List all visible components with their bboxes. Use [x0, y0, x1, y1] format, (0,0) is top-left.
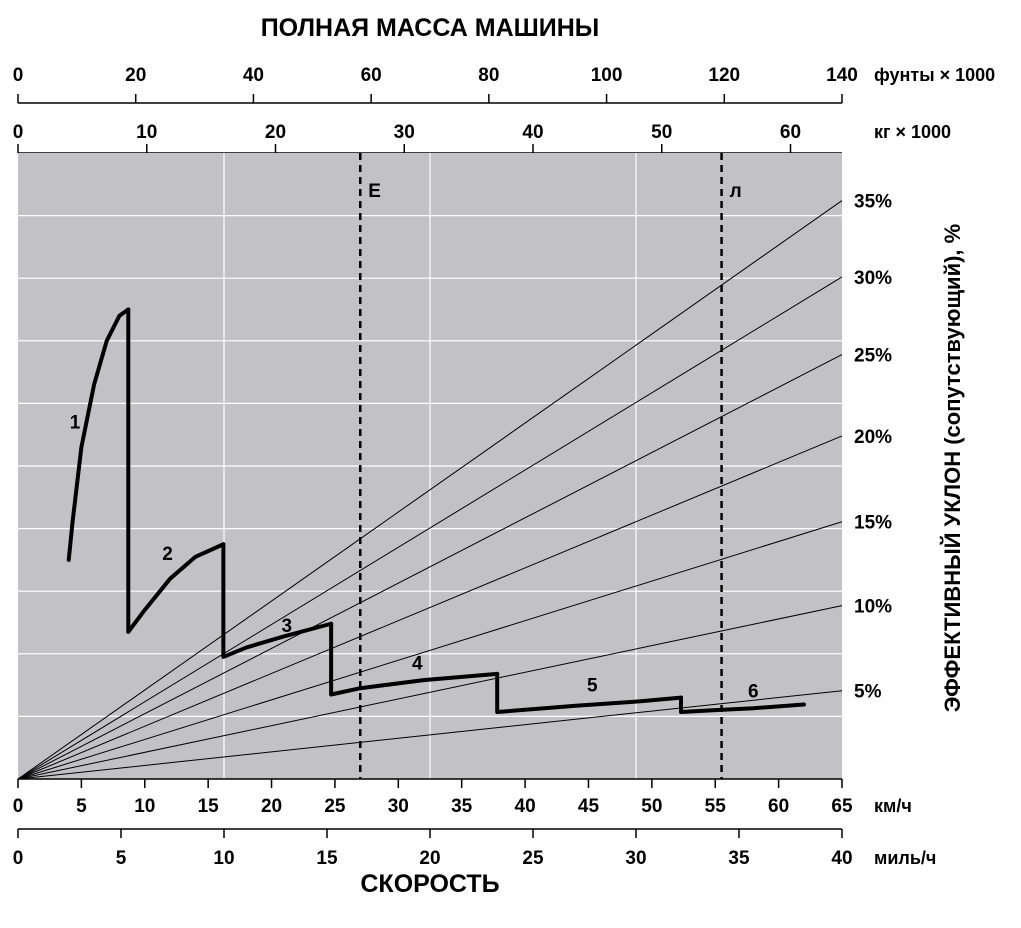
mph-axis-unit-label: миль/ч	[874, 848, 936, 868]
chart-title-bottom: СКОРОСТЬ	[360, 870, 499, 898]
grade-line-10%	[17, 605, 843, 780]
kmh-axis-tick-label: 45	[578, 796, 600, 817]
grade-line-25%	[17, 354, 843, 780]
gear-curve-label: 1	[70, 412, 81, 433]
kmh-axis-tick-label: 20	[261, 796, 282, 817]
grade-label-25%: 25%	[854, 346, 892, 367]
grade-line-5%	[17, 690, 843, 780]
grade-label-15%: 15%	[854, 513, 892, 534]
gear-curve-5	[495, 671, 684, 715]
kmh-axis-tick-label: 65	[831, 796, 853, 817]
pounds-axis-tick-label: 100	[591, 65, 623, 86]
kg-axis-unit-label: кг × 1000	[874, 122, 951, 142]
mph-axis-tick-label: 10	[213, 848, 234, 869]
grade-line-20%	[17, 435, 843, 780]
gear-curve-label: 6	[748, 682, 759, 703]
mph-axis-tick-label: 15	[316, 848, 338, 869]
pounds-axis: 0 20 40 60 80 100 120 140 фунты × 1000	[13, 65, 995, 104]
kmh-axis-tick-label: 55	[705, 796, 727, 817]
grade-label-30%: 30%	[854, 268, 892, 289]
grade-label-5%: 5%	[854, 682, 882, 703]
pounds-axis-tick-label: 120	[708, 65, 740, 86]
y-axis-label: ЭФФЕКТИВНЫЙ УКЛОН (сопутствующий), %	[940, 224, 965, 712]
chart-title-top: ПОЛНАЯ МАССА МАШИНЫ	[261, 14, 600, 42]
pounds-axis-tick-label: 140	[826, 65, 858, 86]
gear-curves: 1 2 3 4 5 6	[66, 307, 806, 715]
gear-curve-6	[679, 695, 806, 715]
grade-label-35%: 35%	[854, 192, 892, 213]
kg-axis-tick-label: 50	[651, 122, 672, 143]
gear-curve-label: 4	[412, 653, 423, 674]
mph-axis-tick-label: 20	[419, 848, 440, 869]
pounds-axis-tick-label: 20	[125, 65, 146, 86]
grade-label-10%: 10%	[854, 597, 892, 618]
mph-axis-tick-label: 30	[625, 848, 646, 869]
kmh-axis: 0 5 10 15 20 25 30 35 40 45 50 55 60 65 км/ч	[13, 778, 912, 817]
gear-curve-label: 2	[162, 544, 173, 565]
kmh-axis-tick-label: 60	[768, 796, 789, 817]
kmh-axis-unit-label: км/ч	[874, 796, 912, 816]
grade-label-20%: 20%	[854, 427, 892, 448]
mph-axis: 0 5 10 15 20 25 30 35 40 миль/ч	[13, 828, 936, 869]
gear-curve-label: 5	[587, 675, 598, 696]
grade-line-30%	[17, 276, 843, 780]
gear-curve-4	[329, 621, 500, 697]
pounds-axis-tick-label: 0	[13, 65, 24, 86]
gear-curve-label: 3	[281, 616, 292, 637]
kg-axis-tick-label: 10	[136, 122, 157, 143]
kmh-axis-tick-label: 0	[13, 796, 24, 817]
mph-axis-tick-label: 0	[13, 848, 24, 869]
grade-lines	[17, 200, 843, 780]
ref-line-label: л	[730, 181, 742, 202]
gear-curve-1	[66, 307, 131, 562]
kg-axis-tick-label: 0	[13, 122, 24, 143]
kg-axis-tick-label: 60	[780, 122, 801, 143]
kmh-axis-tick-label: 50	[641, 796, 662, 817]
kg-axis-tick-label: 20	[265, 122, 286, 143]
grade-line-35%	[17, 200, 843, 780]
kmh-axis-tick-label: 15	[198, 796, 220, 817]
kg-axis: 0 10 20 30 40 50 60 кг × 1000	[13, 122, 951, 154]
kmh-axis-tick-label: 30	[388, 796, 409, 817]
gear-curve-3	[221, 542, 334, 659]
kmh-axis-tick-label: 10	[134, 796, 155, 817]
pounds-axis-tick-label: 80	[478, 65, 499, 86]
kg-axis-tick-label: 30	[394, 122, 415, 143]
pounds-axis-unit-label: фунты × 1000	[874, 65, 995, 85]
gear-curve-2	[126, 307, 226, 634]
kmh-axis-tick-label: 5	[76, 796, 87, 817]
kmh-axis-tick-label: 35	[451, 796, 473, 817]
kmh-axis-tick-label: 25	[324, 796, 346, 817]
ref-line-label: Е	[368, 181, 381, 202]
mph-axis-tick-label: 5	[116, 848, 127, 869]
mph-axis-tick-label: 40	[831, 848, 852, 869]
kg-axis-tick-label: 40	[522, 122, 543, 143]
pounds-axis-tick-label: 60	[361, 65, 382, 86]
grid	[18, 153, 842, 779]
grade-line-15%	[17, 521, 843, 780]
kmh-axis-tick-label: 40	[515, 796, 536, 817]
pounds-axis-tick-label: 40	[243, 65, 264, 86]
mph-axis-tick-label: 35	[728, 848, 750, 869]
grade-labels: 35% 30% 25% 20% 15% 10% 5%	[854, 192, 892, 703]
mph-axis-tick-label: 25	[522, 848, 544, 869]
